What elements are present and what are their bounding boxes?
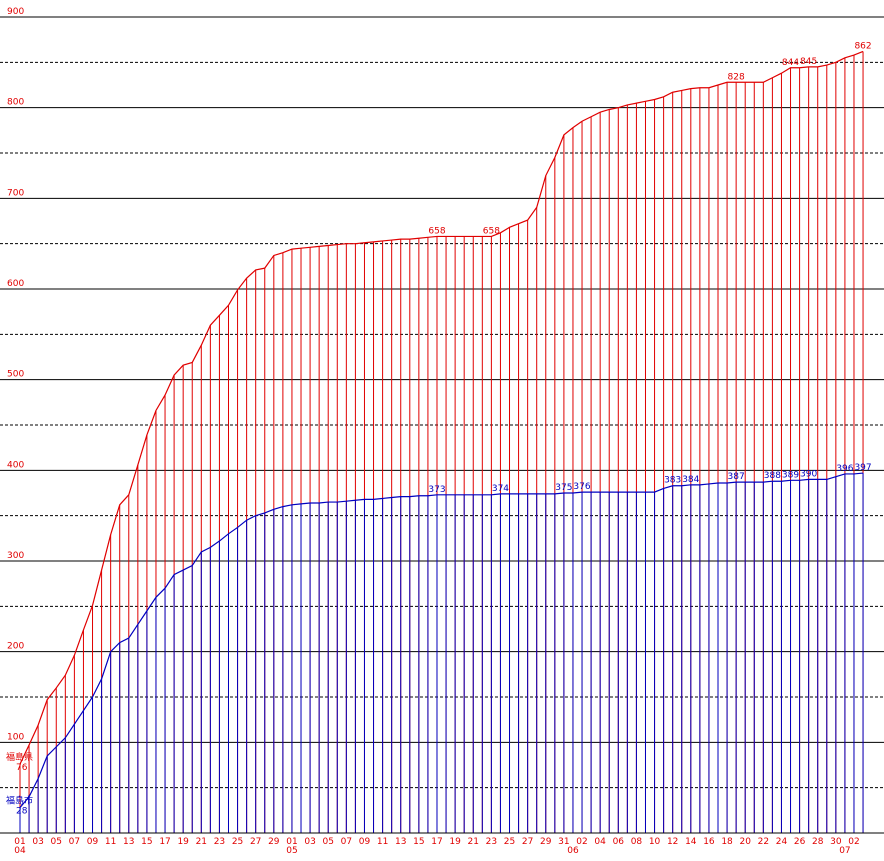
x-month-label: 06	[567, 846, 579, 856]
x-tick-label: 21	[196, 837, 207, 847]
value-label: 384	[682, 475, 699, 485]
value-label: 845	[800, 57, 817, 67]
x-tick-label: 05	[322, 837, 333, 847]
value-label: 862	[854, 41, 871, 51]
x-tick-label: 15	[141, 837, 152, 847]
x-tick-label: 14	[685, 837, 697, 847]
y-tick-label: 900	[7, 7, 24, 17]
x-tick-label: 07	[341, 837, 352, 847]
x-tick-label: 30	[830, 837, 842, 847]
x-tick-label: 04	[594, 837, 606, 847]
x-tick-label: 11	[105, 837, 116, 847]
x-tick-label: 27	[522, 837, 533, 847]
value-label: 373	[428, 485, 445, 495]
value-label: 828	[728, 72, 745, 82]
value-label: 390	[800, 469, 817, 479]
x-tick-label: 31	[558, 837, 569, 847]
x-tick-label: 13	[123, 837, 134, 847]
x-tick-label: 25	[232, 837, 243, 847]
x-tick-label: 16	[703, 837, 715, 847]
x-tick-label: 27	[250, 837, 261, 847]
value-label: 658	[428, 226, 445, 236]
series-name: 福島県	[6, 751, 33, 763]
value-label: 28	[16, 807, 28, 817]
x-tick-label: 02	[848, 837, 859, 847]
x-tick-label: 23	[214, 837, 225, 847]
value-label: 383	[664, 476, 681, 486]
y-tick-label: 700	[7, 188, 24, 198]
x-tick-label: 15	[413, 837, 424, 847]
x-tick-label: 13	[395, 837, 406, 847]
x-tick-label: 06	[613, 837, 625, 847]
series-name: 福島市	[6, 795, 33, 807]
series-line	[19, 472, 864, 808]
x-tick-label: 08	[631, 837, 643, 847]
x-tick-label: 01	[286, 837, 297, 847]
y-tick-label: 500	[7, 370, 24, 380]
y-tick-label: 600	[7, 279, 24, 289]
value-label: 388	[764, 471, 781, 481]
x-tick-label: 10	[649, 837, 661, 847]
value-label: 375	[555, 483, 572, 493]
x-tick-label: 28	[812, 837, 824, 847]
x-tick-label: 29	[540, 837, 552, 847]
x-tick-label: 26	[794, 837, 806, 847]
x-tick-label: 22	[758, 837, 769, 847]
x-tick-label: 07	[69, 837, 80, 847]
value-label: 387	[728, 472, 745, 482]
value-label: 374	[492, 484, 509, 494]
value-label: 658	[483, 226, 500, 236]
value-label: 397	[854, 463, 871, 473]
x-tick-label: 01	[14, 837, 25, 847]
value-label: 376	[573, 482, 590, 492]
x-tick-label: 03	[32, 837, 43, 847]
x-tick-label: 05	[51, 837, 62, 847]
x-tick-label: 02	[576, 837, 587, 847]
x-tick-label: 20	[739, 837, 751, 847]
x-tick-label: 29	[268, 837, 280, 847]
y-tick-label: 800	[7, 98, 24, 108]
x-tick-label: 18	[721, 837, 733, 847]
value-label: 76	[16, 763, 28, 773]
y-tick-label: 200	[7, 642, 24, 652]
x-month-label: 05	[286, 846, 297, 856]
y-tick-label: 400	[7, 460, 24, 470]
x-tick-label: 24	[776, 837, 788, 847]
value-label: 389	[782, 470, 799, 480]
x-month-label: 04	[14, 846, 26, 856]
x-tick-label: 23	[486, 837, 497, 847]
x-tick-label: 25	[504, 837, 515, 847]
value-label: 396	[836, 464, 853, 474]
x-tick-label: 11	[377, 837, 388, 847]
x-tick-label: 09	[359, 837, 371, 847]
x-tick-label: 12	[667, 837, 678, 847]
series-line	[19, 50, 864, 765]
x-month-label: 07	[839, 846, 850, 856]
x-tick-label: 17	[159, 837, 170, 847]
x-tick-label: 03	[304, 837, 315, 847]
y-tick-label: 300	[7, 551, 24, 561]
value-label: 844	[782, 58, 799, 68]
y-tick-label: 100	[7, 732, 24, 742]
x-tick-label: 19	[449, 837, 461, 847]
x-tick-label: 17	[431, 837, 442, 847]
x-tick-label: 19	[177, 837, 189, 847]
x-tick-label: 21	[468, 837, 479, 847]
x-tick-label: 09	[87, 837, 99, 847]
